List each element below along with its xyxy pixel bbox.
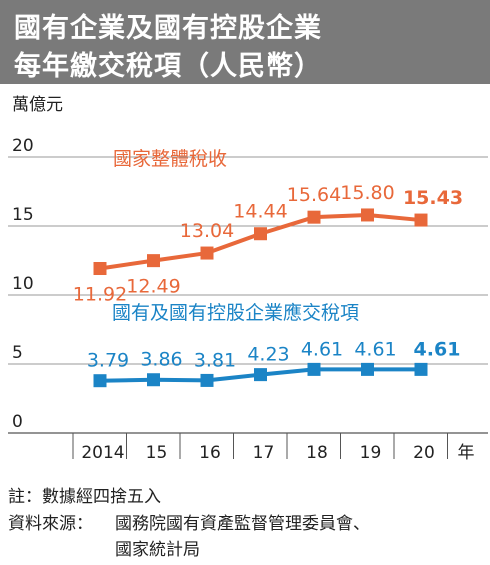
data-point: [361, 208, 374, 222]
data-label: 13.04: [180, 220, 234, 242]
data-point: [200, 373, 214, 387]
data-label: 11.92: [73, 284, 127, 306]
data-point: [200, 246, 214, 260]
title-bar: 國有企業及國有控股企業 每年繳交稅項（人民幣）: [0, 0, 490, 84]
data-label: 15.64: [287, 184, 341, 206]
grid-layer: [8, 156, 488, 434]
series-name-label: 國家整體稅收: [113, 148, 227, 170]
data-point: [254, 227, 267, 241]
data-point: [361, 362, 374, 376]
data-label: 3.81: [194, 349, 236, 371]
data-point: [147, 373, 160, 387]
data-label: 12.49: [126, 276, 180, 298]
data-point: [93, 374, 107, 388]
x-tick-label: 15: [146, 443, 168, 463]
data-point: [93, 262, 107, 276]
x-unit-label: 年: [458, 443, 475, 463]
x-tick-label: 17: [253, 443, 275, 463]
y-tick-label: 0: [12, 412, 23, 432]
footer-source-label: 資料來源：: [8, 514, 93, 534]
line-chart: 萬億元 0 5 10 15 20 2014 15 16 17 18 19 20 年 國家整體稅收國有及國有…: [8, 95, 488, 463]
series-layer: [93, 208, 428, 388]
series-name-label: 國有及國有控股企業應交稅項: [112, 301, 359, 324]
y-axis-label: 萬億元: [12, 95, 63, 115]
chart-title-line-1: 國有企業及國有控股企業: [14, 13, 322, 44]
data-label: 4.23: [247, 344, 289, 366]
chart-title-line-2: 每年繳交稅項（人民幣）: [14, 51, 322, 82]
data-label: 4.61: [301, 338, 343, 360]
data-label: 4.61: [354, 338, 396, 360]
data-label: 3.86: [140, 349, 182, 371]
x-tick-label: 19: [360, 443, 382, 463]
y-tick-label: 15: [12, 205, 34, 225]
axis-layer: 萬億元 0 5 10 15 20 2014 15 16 17 18 19 20 年: [12, 95, 475, 463]
y-tick-label: 10: [12, 274, 34, 294]
data-point: [307, 210, 321, 224]
data-label: 15.80: [340, 182, 394, 204]
data-point: [254, 368, 267, 382]
data-point: [307, 362, 321, 376]
data-point: [147, 254, 160, 268]
data-label: 14.44: [233, 201, 287, 223]
footer-note: 註：數據經四捨五入: [8, 487, 161, 507]
footer-source-line-2: 國家統計局: [115, 540, 200, 560]
x-tick-label: 2014: [81, 443, 124, 463]
x-tick-label: 20: [413, 443, 435, 463]
footer-source-line-1: 國務院國有資產監督管理委員會、: [115, 514, 370, 534]
y-tick-label: 20: [12, 136, 34, 156]
data-point: [414, 213, 428, 227]
data-label: 3.79: [87, 350, 129, 372]
x-tick-label: 16: [199, 443, 221, 463]
data-label: 15.43: [403, 187, 463, 209]
y-tick-label: 5: [12, 343, 23, 363]
data-point: [414, 362, 428, 376]
x-tick-label: 18: [306, 443, 328, 463]
data-label: 4.61: [414, 338, 461, 360]
